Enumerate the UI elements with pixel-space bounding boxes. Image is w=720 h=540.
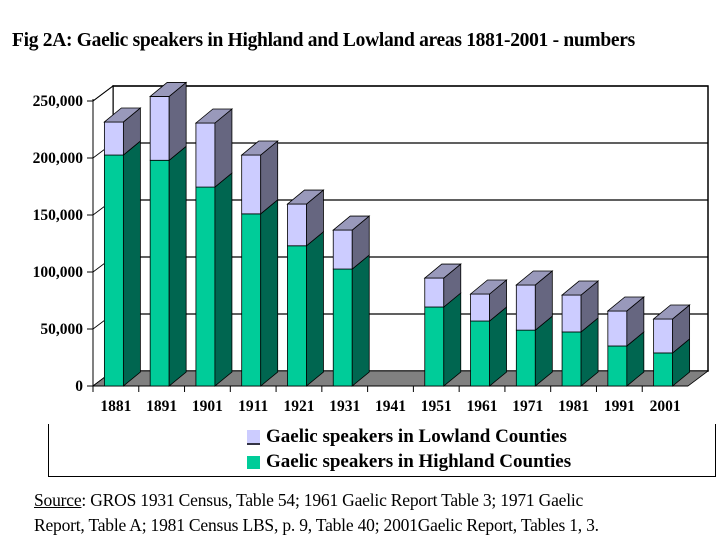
chart-title: Fig 2A: Gaelic speakers in Highland and … — [12, 30, 635, 51]
bar-1931 — [332, 215, 371, 387]
stacked-3d-bar-chart: 0 50,000 100,000 150,000 200,000 250,000 1881 1… — [33, 81, 710, 415]
y-tick-label: 250,000 — [33, 93, 84, 110]
bar-1981 — [560, 280, 600, 387]
legend-item-highland: Gaelic speakers in Highland Counties — [247, 451, 571, 473]
x-tick-label: 1891 — [146, 398, 177, 415]
highland-swatch-icon — [247, 455, 260, 469]
bar-1991 — [606, 296, 645, 387]
y-tick-label: 200,000 — [33, 150, 84, 167]
y-tick-label: 100,000 — [33, 264, 84, 281]
legend: Gaelic speakers in Lowland Counties Gael… — [48, 424, 716, 477]
source-line-1: : GROS 1931 Census, Table 54; 1961 Gaeli… — [81, 490, 584, 510]
y-tick-label: 0 — [75, 378, 83, 395]
source-line-2: Report, Table A; 1981 Census LBS, p. 9, … — [34, 515, 599, 535]
bar-2001 — [652, 304, 691, 387]
x-tick-label: 1961 — [467, 398, 498, 415]
bar-1911 — [240, 140, 279, 387]
bar-1901 — [194, 108, 234, 387]
source-note: Source: GROS 1931 Census, Table 54; 1961… — [34, 488, 720, 538]
x-tick-label: 1931 — [329, 398, 360, 415]
bar-1971 — [515, 270, 554, 387]
bar-1881 — [103, 107, 142, 387]
x-tick-label: 1981 — [558, 398, 589, 415]
x-tick-label: 1911 — [238, 398, 268, 415]
x-tick-label: 2001 — [650, 398, 681, 415]
source-label: Source — [34, 490, 82, 510]
legend-label-lowland: Gaelic speakers in Lowland Counties — [266, 426, 567, 447]
legend-item-lowland: Gaelic speakers in Lowland Counties — [247, 426, 567, 448]
bar-1961 — [469, 279, 508, 387]
x-tick-label: 1941 — [375, 398, 406, 415]
y-tick-label: 50,000 — [40, 321, 83, 338]
lowland-swatch-icon — [247, 429, 260, 445]
x-tick-label: 1971 — [512, 398, 543, 415]
legend-label-highland: Gaelic speakers in Highland Counties — [266, 451, 572, 472]
bar-1951 — [423, 263, 462, 387]
bar-1921 — [286, 189, 325, 387]
x-tick-label: 1921 — [283, 398, 314, 415]
x-tick-label: 1991 — [604, 398, 635, 415]
bar-1891 — [149, 81, 188, 387]
x-tick-label: 1951 — [421, 398, 452, 415]
x-tick-label: 1901 — [192, 398, 223, 415]
y-tick-label: 150,000 — [33, 207, 84, 224]
x-tick-label: 1881 — [100, 398, 131, 415]
